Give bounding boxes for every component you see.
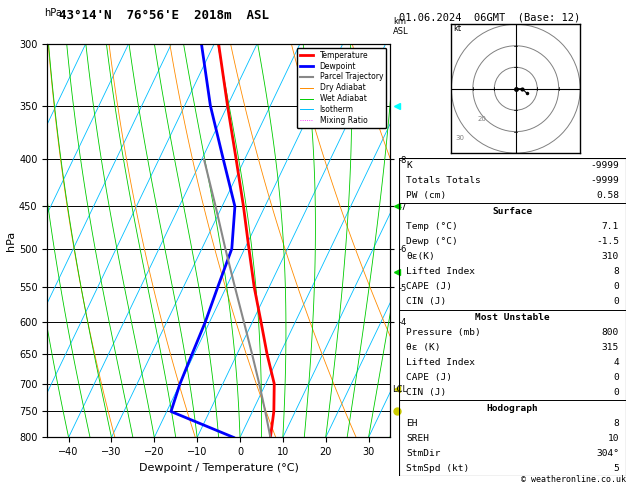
Text: 0: 0 <box>613 297 619 307</box>
Text: 304°: 304° <box>596 449 619 458</box>
Text: 0: 0 <box>613 388 619 398</box>
Text: Most Unstable: Most Unstable <box>476 312 550 322</box>
Text: Surface: Surface <box>493 207 533 215</box>
Text: 4: 4 <box>613 358 619 367</box>
Text: 315: 315 <box>602 343 619 352</box>
Text: Pressure (mb): Pressure (mb) <box>406 328 481 337</box>
Text: Hodograph: Hodograph <box>487 403 538 413</box>
Text: StmDir: StmDir <box>406 449 441 458</box>
Text: © weatheronline.co.uk: © weatheronline.co.uk <box>521 474 626 484</box>
Text: 310: 310 <box>602 252 619 261</box>
Text: 0: 0 <box>613 373 619 382</box>
Text: CIN (J): CIN (J) <box>406 297 447 307</box>
Legend: Temperature, Dewpoint, Parcel Trajectory, Dry Adiabat, Wet Adiabat, Isotherm, Mi: Temperature, Dewpoint, Parcel Trajectory… <box>297 48 386 128</box>
Text: EH: EH <box>406 419 418 428</box>
Text: Dewp (°C): Dewp (°C) <box>406 237 458 246</box>
Text: 7.1: 7.1 <box>602 222 619 231</box>
Text: SREH: SREH <box>406 434 429 443</box>
Text: StmSpd (kt): StmSpd (kt) <box>406 464 469 473</box>
Text: 43°14'N  76°56'E  2018m  ASL: 43°14'N 76°56'E 2018m ASL <box>59 9 269 22</box>
Text: CIN (J): CIN (J) <box>406 388 447 398</box>
Text: kt: kt <box>454 24 462 33</box>
Text: θε (K): θε (K) <box>406 343 441 352</box>
Text: -9999: -9999 <box>590 161 619 170</box>
Text: LCL: LCL <box>392 385 407 394</box>
Text: 01.06.2024  06GMT  (Base: 12): 01.06.2024 06GMT (Base: 12) <box>399 12 581 22</box>
Text: CAPE (J): CAPE (J) <box>406 282 452 291</box>
Text: K: K <box>406 161 412 170</box>
Text: km
ASL: km ASL <box>393 17 409 36</box>
Text: -1.5: -1.5 <box>596 237 619 246</box>
Text: CAPE (J): CAPE (J) <box>406 373 452 382</box>
Text: Totals Totals: Totals Totals <box>406 176 481 185</box>
Text: 10: 10 <box>608 434 619 443</box>
Text: 8: 8 <box>613 419 619 428</box>
Text: Lifted Index: Lifted Index <box>406 358 475 367</box>
Text: 5: 5 <box>613 464 619 473</box>
Text: Temp (°C): Temp (°C) <box>406 222 458 231</box>
Text: 8: 8 <box>613 267 619 276</box>
Text: -9999: -9999 <box>590 176 619 185</box>
Text: 0: 0 <box>613 282 619 291</box>
Text: 800: 800 <box>602 328 619 337</box>
Text: θε(K): θε(K) <box>406 252 435 261</box>
Text: PW (cm): PW (cm) <box>406 191 447 200</box>
Text: 20: 20 <box>477 116 486 122</box>
X-axis label: Dewpoint / Temperature (°C): Dewpoint / Temperature (°C) <box>138 463 299 473</box>
Text: Lifted Index: Lifted Index <box>406 267 475 276</box>
Y-axis label: hPa: hPa <box>6 230 16 251</box>
Text: 30: 30 <box>455 135 465 141</box>
Text: 0.58: 0.58 <box>596 191 619 200</box>
Text: hPa: hPa <box>44 8 62 18</box>
